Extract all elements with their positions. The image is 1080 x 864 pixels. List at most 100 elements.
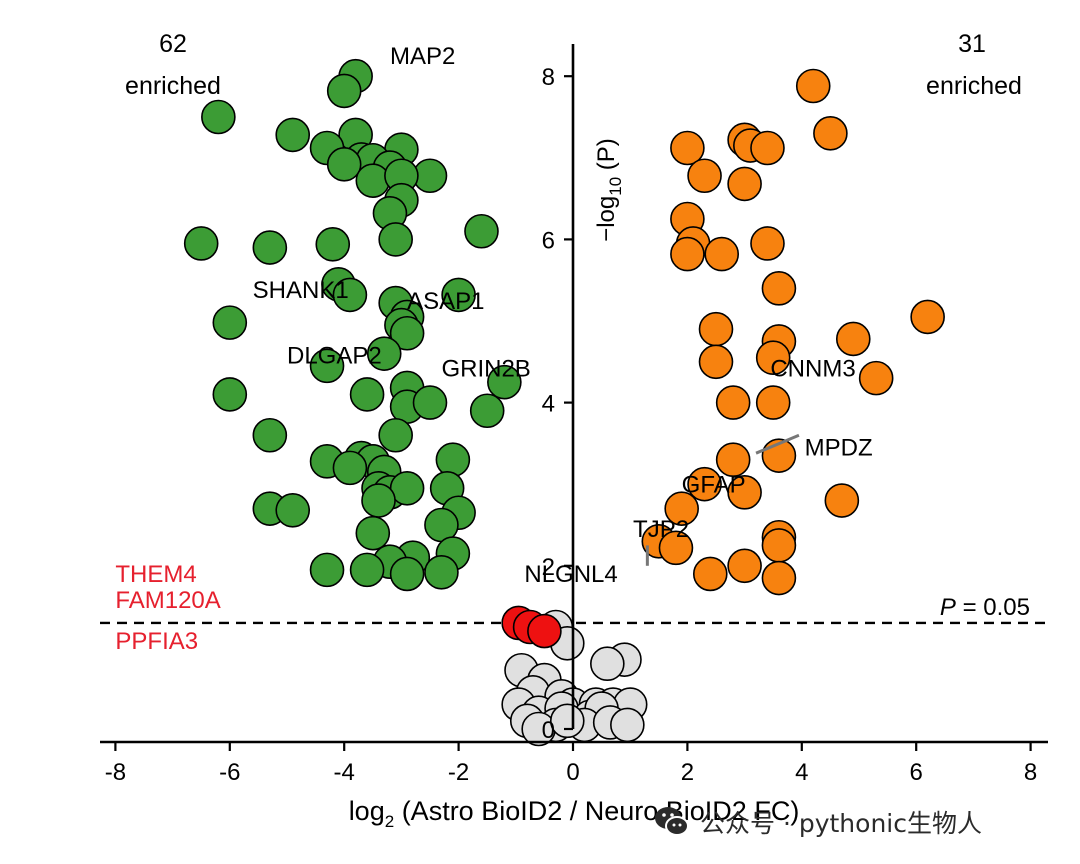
data-point — [275, 493, 311, 528]
x-tick-label: -2 — [448, 759, 469, 786]
data-point — [761, 560, 797, 596]
data-point — [761, 528, 797, 563]
data-point — [183, 226, 219, 261]
y-tick-label: 2 — [542, 554, 555, 581]
data-point — [378, 222, 413, 257]
data-point — [692, 556, 728, 592]
data-point — [469, 393, 505, 429]
data-point — [715, 442, 751, 478]
data-point — [715, 385, 751, 420]
data-point — [795, 68, 831, 104]
data-point — [361, 483, 396, 518]
data-point — [670, 236, 705, 272]
data-point — [813, 116, 848, 151]
data-point — [727, 166, 762, 202]
data-point — [824, 483, 860, 518]
data-point — [658, 530, 694, 566]
data-point — [858, 360, 894, 396]
data-point — [212, 305, 248, 340]
gene-label: MPDZ — [805, 435, 873, 462]
data-point — [412, 385, 448, 420]
data-point — [309, 348, 345, 384]
data-point — [750, 226, 785, 261]
data-point — [664, 491, 699, 526]
data-point — [549, 703, 585, 739]
data-point — [698, 344, 734, 380]
gene-label: SHANK1 — [253, 277, 349, 304]
left-count-word: enriched — [125, 72, 221, 100]
data-point — [835, 321, 871, 357]
data-point — [424, 555, 459, 590]
watermark: 公众号 · pythonic生物人 — [652, 800, 982, 844]
gene-label: TJP2 — [633, 516, 689, 543]
data-point — [610, 707, 645, 743]
x-tick-label: 0 — [566, 759, 579, 786]
data-point — [704, 236, 740, 272]
data-point — [687, 466, 722, 502]
x-tick-label: 4 — [795, 759, 808, 786]
data-point — [201, 99, 236, 135]
data-point — [389, 315, 425, 351]
y-tick-label: 0 — [542, 717, 555, 744]
right-count-word: enriched — [926, 72, 1022, 100]
gene-label: PPFIA3 — [115, 628, 198, 655]
x-tick-label: 2 — [681, 759, 694, 786]
data-point — [326, 73, 362, 109]
x-tick-label: -4 — [334, 759, 355, 786]
x-axis-title: log2 (Astro BioID2 / Neuro BioID2 FC) — [349, 796, 800, 831]
data-point — [687, 158, 722, 194]
data-point — [755, 385, 791, 420]
threshold-label: P = 0.05 — [940, 594, 1030, 621]
label-leader-line — [755, 433, 800, 455]
data-point — [366, 336, 402, 371]
data-point — [332, 450, 368, 486]
gene-label: FAM120A — [115, 587, 220, 614]
data-point — [441, 277, 476, 313]
data-point — [315, 226, 351, 262]
data-point — [378, 417, 413, 453]
gene-label: DLGAP2 — [287, 342, 382, 369]
wechat-icon — [655, 807, 689, 836]
gene-label: ASAP1 — [407, 288, 484, 315]
data-point — [252, 417, 288, 453]
watermark-text: 公众号 · pythonic生物人 — [700, 809, 982, 838]
data-point — [698, 311, 734, 347]
axes-layer: -8 -6 -4 -2 0 2 4 6 8 0 2 4 6 8 log2 (Astro BioID2 / N… — [100, 44, 1048, 831]
data-point — [275, 117, 311, 153]
data-point — [487, 364, 522, 400]
data-point — [389, 556, 425, 592]
y-axis-title: −log10 (P) — [593, 138, 625, 242]
data-point — [349, 552, 385, 588]
y-tick-label: 6 — [542, 227, 555, 254]
gene-label: GRIN2B — [441, 355, 530, 382]
gene-label: GFAP — [682, 471, 746, 498]
gene-label: NLGNL4 — [524, 561, 617, 588]
x-tick-label: 8 — [1024, 759, 1037, 786]
left-count-number: 62 — [159, 30, 187, 58]
data-point — [590, 646, 625, 682]
data-point — [755, 340, 791, 376]
gene-label: THEM4 — [115, 561, 196, 588]
x-tick-label: -8 — [105, 759, 126, 786]
data-point — [252, 230, 288, 265]
y-tick-label: 8 — [542, 64, 555, 91]
threshold-layer: P = 0.05 — [100, 594, 1048, 625]
gene-label: CNNM3 — [770, 355, 855, 382]
data-point — [212, 377, 248, 412]
data-point — [355, 515, 391, 551]
data-point — [355, 163, 391, 198]
data-point — [527, 613, 562, 649]
points-layer — [183, 58, 945, 747]
x-tick-label: -6 — [219, 759, 240, 786]
data-point — [326, 147, 362, 182]
data-point — [727, 548, 762, 584]
data-point — [670, 130, 705, 166]
data-point — [727, 475, 762, 510]
data-point — [309, 552, 345, 588]
right-count-number: 31 — [958, 30, 986, 58]
data-point — [349, 377, 385, 412]
data-point — [910, 299, 945, 335]
data-point — [435, 442, 471, 478]
